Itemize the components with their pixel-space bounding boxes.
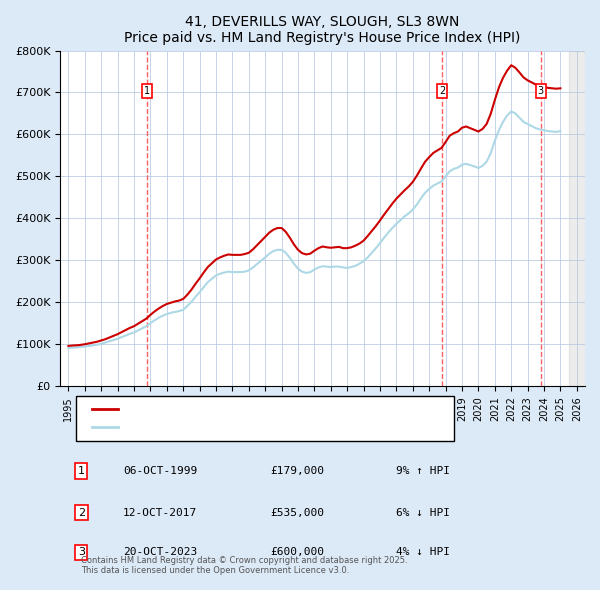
Text: 4% ↓ HPI: 4% ↓ HPI	[396, 548, 450, 558]
Text: HPI: Average price, detached house, Slough: HPI: Average price, detached house, Slou…	[128, 422, 357, 432]
Text: 06-OCT-1999: 06-OCT-1999	[123, 466, 197, 476]
Text: 9% ↑ HPI: 9% ↑ HPI	[396, 466, 450, 476]
Text: 6% ↓ HPI: 6% ↓ HPI	[396, 507, 450, 517]
Text: 1: 1	[78, 466, 85, 476]
Title: 41, DEVERILLS WAY, SLOUGH, SL3 8WN
Price paid vs. HM Land Registry's House Price: 41, DEVERILLS WAY, SLOUGH, SL3 8WN Price…	[124, 15, 521, 45]
Text: 1: 1	[143, 86, 150, 96]
Text: 12-OCT-2017: 12-OCT-2017	[123, 507, 197, 517]
Text: 3: 3	[78, 548, 85, 558]
Text: £600,000: £600,000	[270, 548, 324, 558]
Text: 41, DEVERILLS WAY, SLOUGH, SL3 8WN (detached house): 41, DEVERILLS WAY, SLOUGH, SL3 8WN (deta…	[128, 404, 429, 414]
Text: 20-OCT-2023: 20-OCT-2023	[123, 548, 197, 558]
FancyBboxPatch shape	[76, 396, 454, 441]
Text: 3: 3	[538, 86, 544, 96]
Text: £179,000: £179,000	[270, 466, 324, 476]
Text: 2: 2	[77, 507, 85, 517]
Text: Contains HM Land Registry data © Crown copyright and database right 2025.
This d: Contains HM Land Registry data © Crown c…	[81, 556, 408, 575]
Bar	[569, 51, 585, 386]
Text: 2: 2	[439, 86, 445, 96]
Text: £535,000: £535,000	[270, 507, 324, 517]
